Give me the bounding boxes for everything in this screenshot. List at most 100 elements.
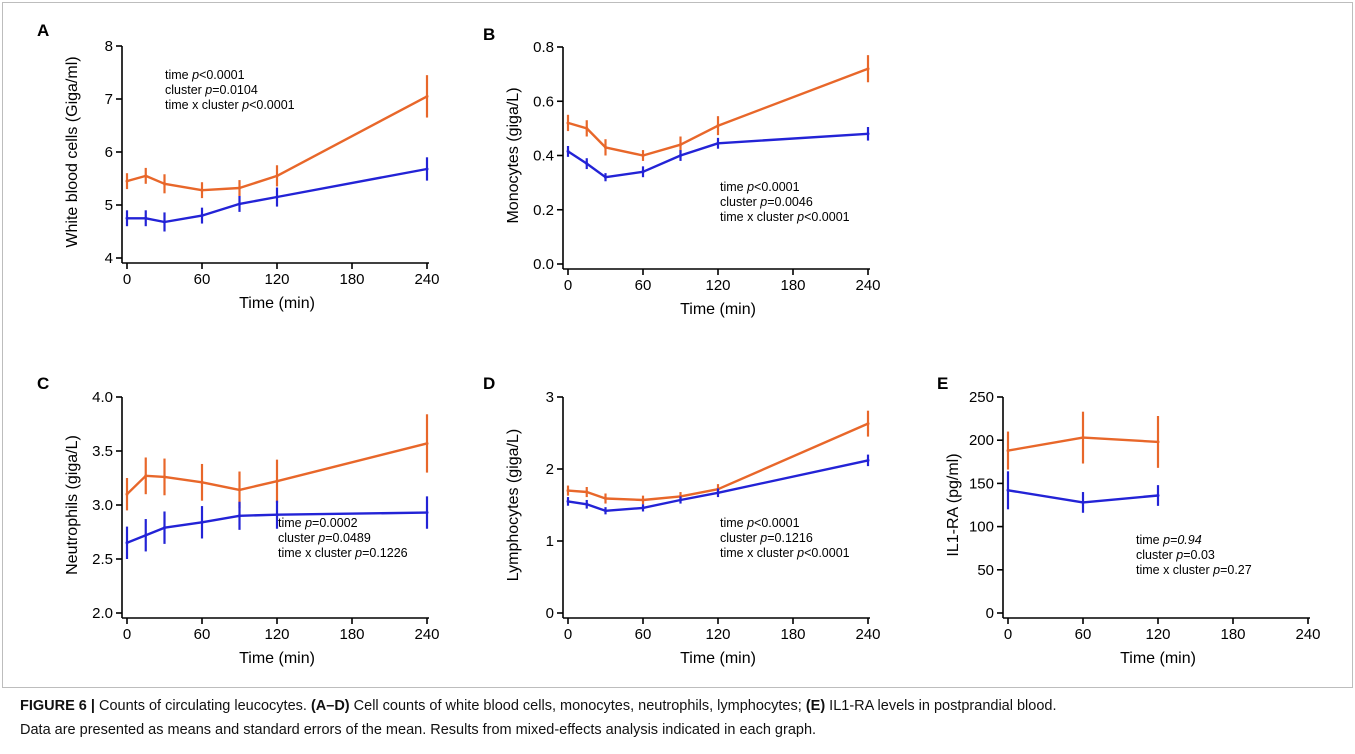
- stats-segment: =0.1216: [767, 531, 813, 545]
- x-tick-label: 60: [635, 626, 652, 643]
- stats-segment: time x cluster: [720, 210, 797, 224]
- stats-segment: p: [241, 98, 249, 112]
- series-1-point: [866, 67, 870, 71]
- series-2-point: [163, 220, 166, 224]
- series-2-point: [425, 167, 429, 171]
- y-tick-label: 6: [105, 144, 113, 161]
- series-1-point: [604, 497, 607, 501]
- x-axis-title: Time (min): [1120, 650, 1196, 667]
- series-2-point: [866, 458, 870, 462]
- x-tick-label: 240: [414, 271, 439, 288]
- y-tick-label: 3.5: [92, 443, 113, 460]
- panel-letter: B: [483, 25, 495, 44]
- y-tick-label: 8: [105, 38, 113, 55]
- series-1-point: [866, 422, 870, 426]
- series-2-point: [144, 533, 148, 537]
- y-axis-title: Neutrophils (giga/L): [64, 435, 81, 575]
- series-1-point: [604, 145, 607, 149]
- x-tick-label: 240: [855, 277, 880, 294]
- x-tick-label: 60: [1075, 626, 1092, 643]
- stats-line-1: time p=0.0002: [278, 516, 358, 530]
- y-tick-label: 250: [969, 389, 994, 406]
- series-2-point: [866, 132, 870, 136]
- stats-segment: =0.0002: [312, 516, 358, 530]
- series-1-point: [679, 143, 682, 147]
- series-1-point: [275, 479, 279, 483]
- x-tick-label: 240: [855, 626, 880, 643]
- stats-segment: p: [1175, 548, 1183, 562]
- series-2-point: [125, 216, 129, 220]
- x-tick-label: 120: [264, 271, 289, 288]
- series-2-point: [566, 499, 570, 503]
- stats-segment: time: [165, 68, 192, 82]
- stats-segment: <0.0001: [804, 210, 850, 224]
- series-2-point: [679, 498, 682, 502]
- caption-text-3: IL1-RA levels in postprandial blood.: [825, 698, 1057, 714]
- series-2-point: [604, 175, 607, 179]
- stats-segment: =0.0489: [325, 531, 371, 545]
- figure-frame: [2, 2, 1353, 688]
- series-2-point: [1156, 493, 1160, 497]
- caption-text-1: Counts of circulating leucocytes.: [94, 698, 311, 714]
- stats-line-3: time x cluster p<0.0001: [720, 546, 850, 560]
- panel-letter: D: [483, 374, 495, 393]
- stats-segment: time: [720, 180, 747, 194]
- y-axis-title: Lymphocytes (giga/L): [505, 429, 522, 581]
- stats-segment: p=0.94: [1162, 533, 1202, 547]
- stats-segment: p: [746, 180, 754, 194]
- series-1-point: [238, 186, 241, 190]
- x-tick-label: 240: [1295, 626, 1320, 643]
- x-tick-label: 120: [705, 277, 730, 294]
- series-2-point: [679, 154, 682, 157]
- y-axis-title: White blood cells (Giga/ml): [64, 56, 81, 247]
- series-1-point: [585, 490, 589, 494]
- y-tick-label: 2.0: [92, 605, 113, 622]
- x-tick-label: 180: [1220, 626, 1245, 643]
- x-tick-label: 120: [264, 626, 289, 643]
- series-1-point: [125, 179, 129, 183]
- y-tick-label: 2.5: [92, 551, 113, 568]
- series-1-point: [641, 498, 645, 502]
- series-1-point: [275, 174, 279, 178]
- caption-line-2: Data are presented as means and standard…: [20, 722, 817, 738]
- stats-segment: p: [1212, 563, 1220, 577]
- series-2-point: [144, 216, 148, 220]
- x-axis-title: Time (min): [239, 295, 315, 312]
- stats-segment: <0.0001: [754, 180, 800, 194]
- series-1-point: [566, 121, 570, 125]
- series-1-point: [425, 94, 429, 98]
- series-2-point: [585, 502, 589, 506]
- y-tick-label: 7: [105, 91, 113, 108]
- series-1-point: [144, 174, 148, 178]
- stats-segment: <0.0001: [804, 546, 850, 560]
- series-2-point: [275, 513, 279, 517]
- series-2-point: [425, 511, 429, 515]
- stats-line-3: time x cluster p=0.27: [1136, 563, 1252, 577]
- caption-bold-panel-e: (E): [805, 698, 826, 714]
- series-2-point: [641, 170, 645, 174]
- series-2-point: [1006, 488, 1010, 492]
- stats-segment: p: [304, 516, 312, 530]
- chart-panel-c: C 2.0 2.5 3.0 3.5 4.0 0 60 120 180 240 Time (min) Ne…: [37, 374, 440, 667]
- chart-panel-b: B 0.0 0.2 0.4 0.6 0.8 0 60 120 180 240 Time (min) Mo…: [483, 25, 881, 318]
- series-1-point: [144, 474, 148, 478]
- stats-segment: p: [746, 516, 754, 530]
- panel-letter: E: [937, 374, 948, 393]
- x-tick-label: 0: [123, 271, 131, 288]
- y-tick-label: 0.4: [533, 148, 554, 165]
- x-axis-title: Time (min): [680, 301, 756, 318]
- panel-letter: A: [37, 21, 49, 40]
- panel-letter: C: [37, 374, 49, 393]
- x-tick-label: 60: [194, 271, 211, 288]
- series-1-point: [1006, 449, 1010, 453]
- y-tick-label: 150: [969, 475, 994, 492]
- chart-panel-d: D 0 1 2 3 0 60 120 180 240 Time (min) Lymphocytes (…: [483, 374, 881, 667]
- y-tick-label: 1: [546, 533, 554, 550]
- x-tick-label: 120: [705, 626, 730, 643]
- x-tick-label: 180: [339, 271, 364, 288]
- stats-segment: p: [796, 546, 804, 560]
- y-tick-label: 0: [546, 605, 554, 622]
- series-2-point: [238, 514, 241, 518]
- stats-segment: time: [278, 516, 305, 530]
- series-2-point: [200, 214, 204, 218]
